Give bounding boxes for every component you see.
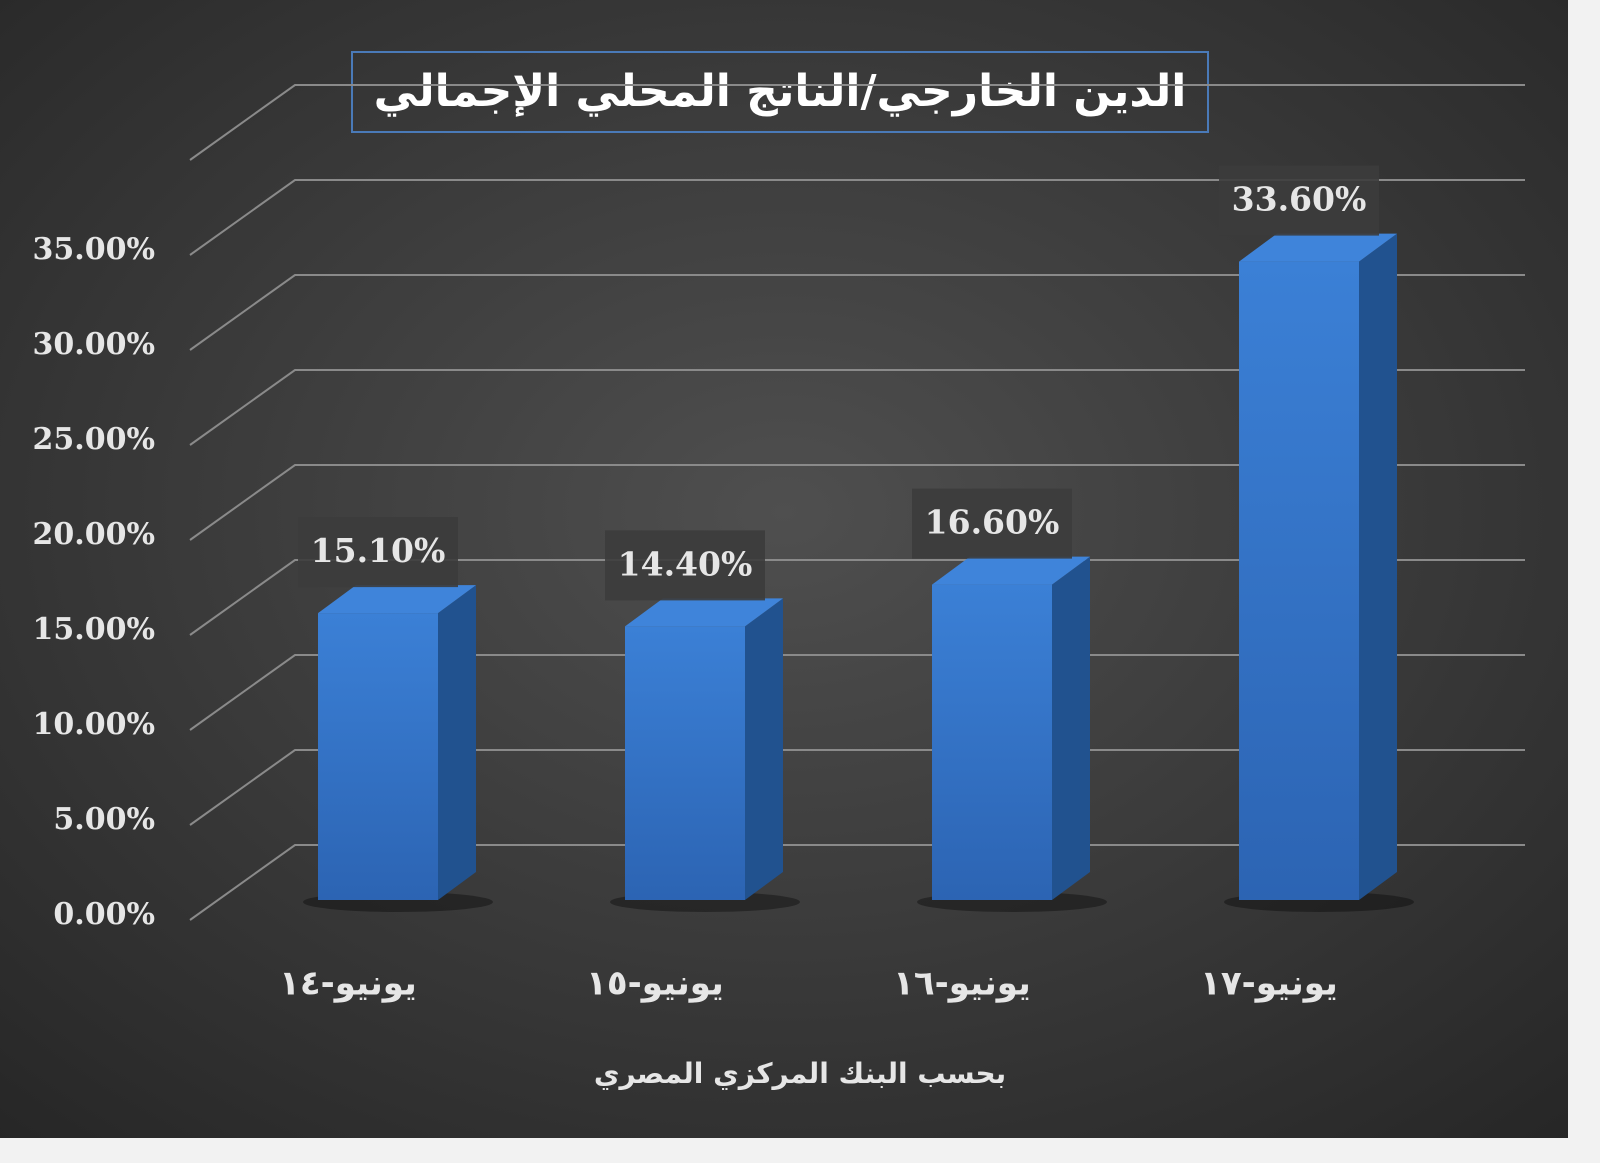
bar	[625, 626, 745, 900]
bar-side	[1359, 233, 1397, 901]
x-tick-label: يونيو-١٧	[1200, 964, 1338, 1004]
bar-top	[1239, 233, 1397, 262]
x-tick-label: يونيو-١٤	[279, 964, 417, 1004]
grid-line	[189, 844, 1525, 921]
bar-side	[745, 598, 783, 900]
value-label: 33.60%	[1232, 180, 1367, 219]
y-tick-label: 30.00%	[33, 327, 155, 362]
y-tick-label: 20.00%	[33, 517, 155, 552]
grid-line	[189, 179, 1525, 256]
bar-side	[438, 585, 476, 900]
bar-side	[1052, 556, 1090, 900]
value-label-box	[1219, 165, 1379, 236]
value-label-box	[912, 488, 1072, 559]
y-tick-label: 0.00%	[53, 897, 155, 932]
bar-top	[932, 556, 1090, 585]
y-tick-label: 15.00%	[33, 612, 155, 647]
bar	[932, 584, 1052, 900]
value-label: 14.40%	[618, 544, 753, 583]
y-tick-label: 5.00%	[53, 802, 155, 837]
bar-top	[625, 598, 783, 627]
value-label: 15.10%	[311, 531, 446, 570]
value-label: 16.60%	[925, 503, 1060, 542]
x-tick-label: يونيو-١٦	[893, 964, 1031, 1004]
grid-line	[189, 749, 1525, 826]
bar-top	[318, 585, 476, 614]
y-tick-label: 10.00%	[33, 707, 155, 742]
grid-line	[189, 274, 1525, 351]
x-axis-label: بحسب البنك المركزي المصري	[594, 1057, 1006, 1090]
grid-line	[189, 464, 1525, 541]
y-tick-label: 25.00%	[33, 422, 155, 457]
x-tick-label: يونيو-١٥	[586, 964, 724, 1004]
chart-title: الدين الخارجي/الناتج المحلي الإجمالي	[374, 66, 1187, 117]
chart: الدين الخارجي/الناتج المحلي الإجمالي بحس…	[0, 0, 1568, 1138]
bar	[1239, 261, 1359, 901]
title-box	[351, 51, 1209, 133]
value-label-box	[298, 517, 458, 588]
y-tick-label: 35.00%	[33, 232, 155, 267]
value-label-box	[605, 530, 765, 601]
axis-frame	[189, 84, 1525, 161]
grid-line	[189, 559, 1525, 636]
bar	[318, 613, 438, 900]
grid-line	[189, 369, 1525, 446]
grid-line	[189, 654, 1525, 731]
